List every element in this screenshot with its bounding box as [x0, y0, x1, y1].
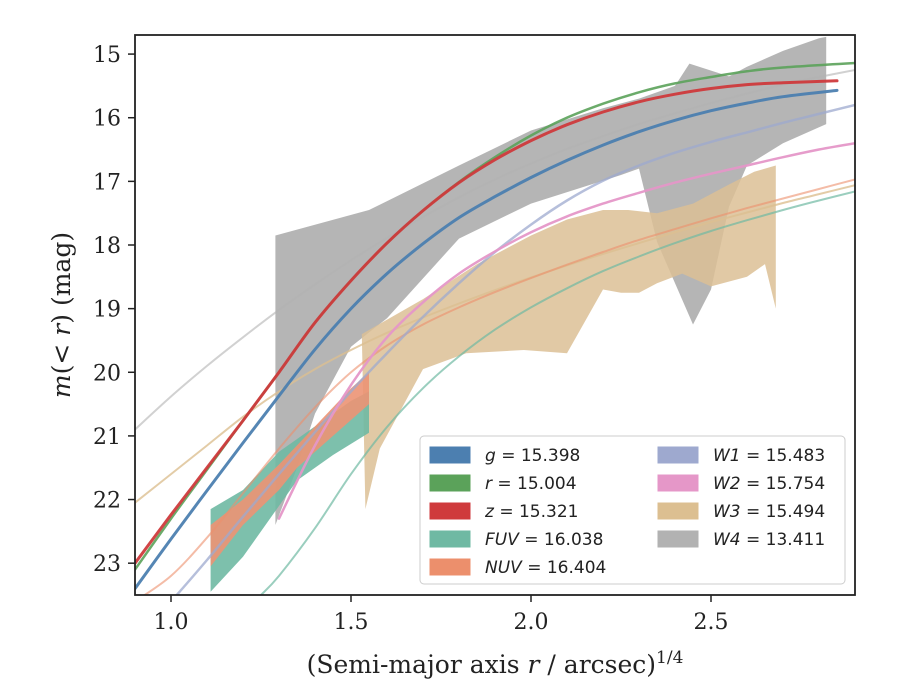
- legend-swatch-r: [429, 474, 471, 492]
- legend-label-fuv: FUV = 16.038: [485, 530, 603, 550]
- plot-frame: [134, 34, 856, 596]
- legend-swatch-g: [429, 446, 471, 464]
- x-tick-label: 1.5: [334, 610, 369, 635]
- x-axis-label: (Semi-major axis r / arcsec)1/4: [307, 648, 684, 679]
- legend-label-w3: W3 = 15.494: [713, 502, 825, 522]
- legend-swatch-w3: [657, 502, 699, 520]
- legend-label-w4: W4 = 13.411: [713, 530, 825, 550]
- legend-label-g: g = 15.398: [485, 446, 580, 466]
- legend-label-w1: W1 = 15.483: [713, 446, 825, 466]
- band-fuv: [210, 391, 369, 592]
- legend-swatch-w2: [657, 474, 699, 492]
- line-g: [135, 88, 839, 591]
- y-tick-label: 23: [93, 552, 121, 577]
- y-tick-label: 18: [93, 234, 121, 259]
- line-z: [135, 79, 839, 565]
- legend-label-r: r = 15.004: [485, 474, 577, 494]
- axis-ticks: 1.0 1.5 2.0 2.5 15 16 17 18 19 20 21 22 23: [93, 43, 729, 635]
- y-tick-label: 22: [93, 489, 121, 514]
- legend: g = 15.398 r = 15.004 z = 15.321 FUV = 16.0…: [419, 435, 846, 585]
- x-tick-label: 1.0: [154, 610, 189, 635]
- y-tick-label: 17: [93, 170, 121, 195]
- legend-swatch-fuv: [429, 530, 471, 548]
- band-w3: [361, 165, 776, 510]
- y-tick-label: 20: [93, 361, 121, 386]
- legend-swatch-z: [429, 502, 471, 520]
- y-tick-label: 21: [93, 425, 121, 450]
- legend-swatch-w4: [657, 530, 699, 548]
- legend-swatch-nuv: [429, 558, 471, 576]
- curve-lines: [135, 61, 855, 595]
- x-tick-label: 2.0: [514, 610, 549, 635]
- line-w3: [135, 184, 855, 504]
- y-tick-label: 16: [93, 107, 121, 132]
- legend-label-w2: W2 = 15.754: [713, 474, 825, 494]
- legend-label-z: z = 15.321: [484, 502, 578, 522]
- legend-label-nuv: NUV = 16.404: [485, 558, 606, 578]
- band-w4: [275, 36, 827, 526]
- x-tick-label: 2.5: [694, 610, 729, 635]
- line-nuv: [142, 178, 855, 595]
- y-tick-label: 15: [93, 43, 121, 68]
- y-tick-label: 19: [93, 298, 121, 323]
- legend-swatch-w1: [657, 446, 699, 464]
- line-w2: [277, 141, 855, 520]
- line-w4: [135, 69, 855, 431]
- y-axis-label: m(< r) (mag): [47, 232, 76, 398]
- line-fuv: [260, 190, 855, 595]
- legend-box: [419, 435, 846, 585]
